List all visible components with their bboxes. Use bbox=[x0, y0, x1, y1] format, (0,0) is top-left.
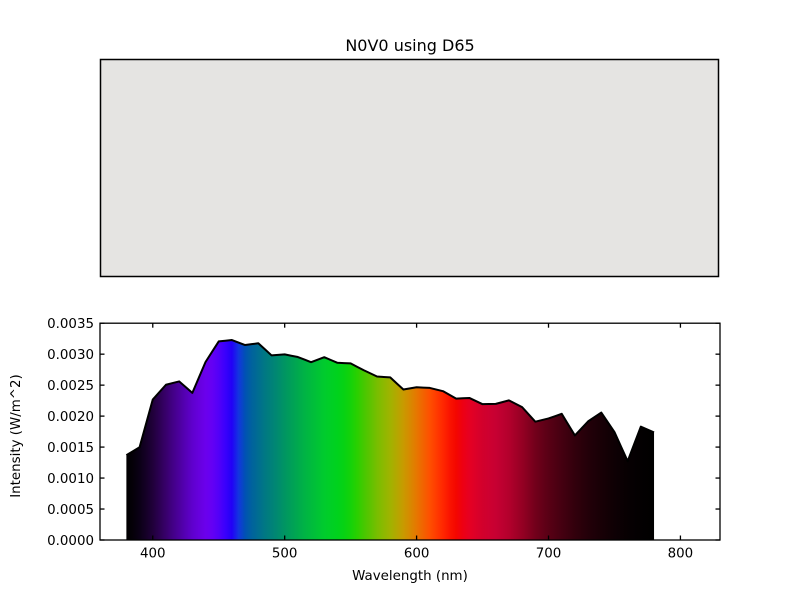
plot-border bbox=[99, 322, 721, 541]
x-tick-label: 700 bbox=[536, 547, 562, 562]
y-tick-label: 0.0035 bbox=[47, 317, 94, 332]
y-tick-label: 0.0005 bbox=[47, 503, 94, 518]
tick-labels: 400 500 600 700 800 0.0000 0.0005 0.0010 0.0015 0… bbox=[47, 317, 693, 562]
x-axis-label: Wavelength (nm) bbox=[352, 569, 468, 584]
x-tick-label: 400 bbox=[140, 547, 166, 562]
y-tick-label: 0.0015 bbox=[47, 441, 94, 456]
color-swatch bbox=[99, 58, 720, 278]
spectrum-line bbox=[125, 339, 655, 463]
x-tick-label: 500 bbox=[272, 547, 298, 562]
y-tick-label: 0.0020 bbox=[47, 410, 94, 425]
tick-marks bbox=[100, 322, 720, 541]
y-tick-label: 0.0010 bbox=[47, 472, 94, 487]
y-axis-label: Intensity (W/m^2) bbox=[9, 374, 24, 498]
y-tick-label: 0.0000 bbox=[47, 534, 94, 549]
x-tick-label: 600 bbox=[404, 547, 430, 562]
figure-title: N0V0 using D65 bbox=[345, 36, 474, 55]
y-tick-label: 0.0030 bbox=[47, 348, 94, 363]
y-tick-label: 0.0025 bbox=[47, 379, 94, 394]
spectrum-fill bbox=[126, 340, 655, 540]
x-tick-label: 800 bbox=[668, 547, 694, 562]
